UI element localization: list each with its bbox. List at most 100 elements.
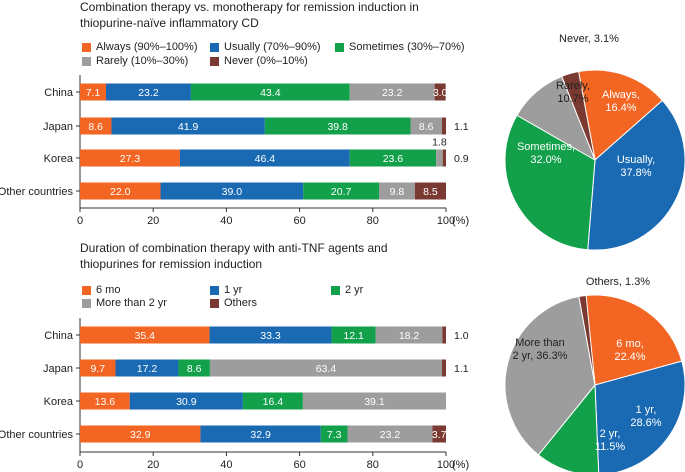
x-tick-label: 20 — [147, 215, 159, 227]
category-label: Other countries — [0, 186, 73, 198]
value-label: 39.8 — [327, 121, 348, 133]
value-label: 12.1 — [343, 330, 364, 342]
pie-label-line: 16.4% — [605, 102, 636, 114]
pie-label-line: 32.0% — [530, 154, 561, 166]
bar-segment-usually — [160, 182, 304, 200]
bar-segment-y2 — [178, 359, 210, 377]
pie-label-line: Usually, — [617, 154, 655, 166]
chart2-title-line2: thiopurines for remission induction — [80, 257, 263, 271]
value-label: 1.1 — [454, 121, 469, 133]
legend-swatch-others — [210, 298, 219, 308]
category-label: China — [44, 330, 74, 342]
bar-segment-sometimes — [190, 83, 350, 101]
value-label: 23.2 — [138, 87, 159, 99]
pie-label-rarely: Rarely, 10.7% — [556, 80, 590, 105]
legend-label-usually: Usually (70%–90%) — [224, 41, 321, 53]
bar-segment-y1 — [209, 326, 332, 344]
value-label: 23.6 — [383, 153, 404, 165]
bar-segment-y1 — [129, 392, 243, 410]
x-tick-label: 0 — [77, 215, 83, 227]
legend-item-2yr: 2 yr — [331, 284, 363, 296]
bar-segment-usually — [111, 117, 265, 135]
pie-label-line: 1 yr, — [636, 404, 657, 416]
legend-label-rarely: Rarely (10%–30%) — [96, 55, 189, 67]
bar-segment-never — [442, 149, 446, 167]
bar-segment-y2 — [242, 392, 303, 410]
pie-label-others: Others, 1.3% — [586, 276, 650, 288]
pie-label-line: 22.4% — [614, 351, 645, 363]
pie-label-line: 28.6% — [630, 417, 661, 429]
x-tick-label: 60 — [293, 459, 305, 471]
value-label: 32.9 — [250, 429, 271, 441]
legend-item-never: Never (0%–10%) — [210, 55, 308, 67]
legend-swatch-always — [82, 42, 91, 52]
legend-label-more2yr: More than 2 yr — [96, 297, 167, 309]
value-label: 27.3 — [120, 153, 141, 165]
x-tick-label: 100 — [437, 459, 455, 471]
value-label: 23.2 — [382, 87, 403, 99]
bar-segment-usually — [105, 83, 191, 101]
pie-label-line: 11.5% — [595, 441, 626, 453]
value-label: 7.1 — [86, 87, 101, 99]
bar-segment-sometimes — [303, 182, 380, 200]
legend-item-rarely: Rarely (10%–30%) — [82, 55, 188, 67]
chart2-title-line1: Duration of combination therapy with ant… — [80, 241, 388, 255]
bar-segment-y1 — [200, 425, 321, 443]
value-label: 20.7 — [331, 186, 352, 198]
bar-segment-rarely — [436, 149, 443, 167]
value-label: 1.1 — [454, 363, 469, 375]
pie-slice-always — [578, 69, 664, 161]
legend-item-always: Always (90%–100%) — [82, 41, 198, 53]
pie-label-always: Always, 16.4% — [602, 89, 640, 114]
value-label: 41.9 — [178, 121, 199, 133]
bar-segment-m6 — [80, 392, 130, 410]
pie-label-line: Always, — [602, 89, 640, 101]
value-label: 3.7 — [432, 429, 447, 441]
value-label: 0.9 — [454, 153, 469, 165]
value-label: 39.1 — [364, 396, 385, 408]
value-label: 3.0 — [433, 87, 448, 99]
pie-label-line: Others, 1.3% — [586, 276, 650, 288]
category-label: Japan — [43, 121, 73, 133]
x-tick-label: 0 — [77, 459, 83, 471]
bar-segment-more2 — [209, 359, 442, 377]
legend-swatch-2yr — [331, 285, 340, 295]
bar-segment-usually — [179, 149, 350, 167]
bar-segment-y2 — [331, 326, 376, 344]
value-label: 8.6 — [187, 363, 202, 375]
pie-label-line: 37.8% — [620, 167, 651, 179]
pie-label-m6: 6 mo, 22.4% — [614, 338, 645, 363]
bar-segment-always — [80, 117, 112, 135]
bar-segment-more2 — [347, 425, 433, 443]
bar-segment-always — [80, 182, 161, 200]
value-label: 33.3 — [260, 330, 281, 342]
legend-swatch-never — [210, 56, 219, 66]
x-axis-unit: (%) — [452, 215, 469, 227]
legend-swatch-1yr — [210, 285, 219, 295]
legend-item-usually: Usually (70%–90%) — [210, 41, 321, 53]
legend-label-2yr: 2 yr — [345, 284, 364, 296]
bar-segment-others — [441, 359, 446, 377]
legend-swatch-sometimes — [335, 42, 344, 52]
pie-label-y1: 1 yr, 28.6% — [630, 404, 661, 429]
value-label: 8.5 — [423, 186, 438, 198]
value-label: 43.4 — [260, 87, 281, 99]
bar-segment-sometimes — [264, 117, 411, 135]
bar-segment-rarely — [349, 83, 435, 101]
x-tick-label: 80 — [367, 215, 379, 227]
value-label: 16.4 — [263, 396, 284, 408]
bar-segment-rarely — [379, 182, 415, 200]
category-label: Korea — [44, 153, 74, 165]
value-label: 32.9 — [130, 429, 151, 441]
pie-label-sometimes: Sometimes, 32.0% — [517, 141, 575, 166]
legend-item-6mo: 6 mo — [82, 284, 120, 296]
pie-label-line: Rarely, — [556, 80, 590, 92]
bar-segment-more2 — [375, 326, 443, 344]
legend-swatch-6mo — [82, 285, 91, 295]
value-label: 23.2 — [380, 429, 401, 441]
x-tick-label: 60 — [293, 215, 305, 227]
bar-segment-always — [80, 149, 180, 167]
pie-label-y2: 2 yr, 11.5% — [595, 428, 626, 453]
bar-segment-others — [432, 425, 446, 443]
